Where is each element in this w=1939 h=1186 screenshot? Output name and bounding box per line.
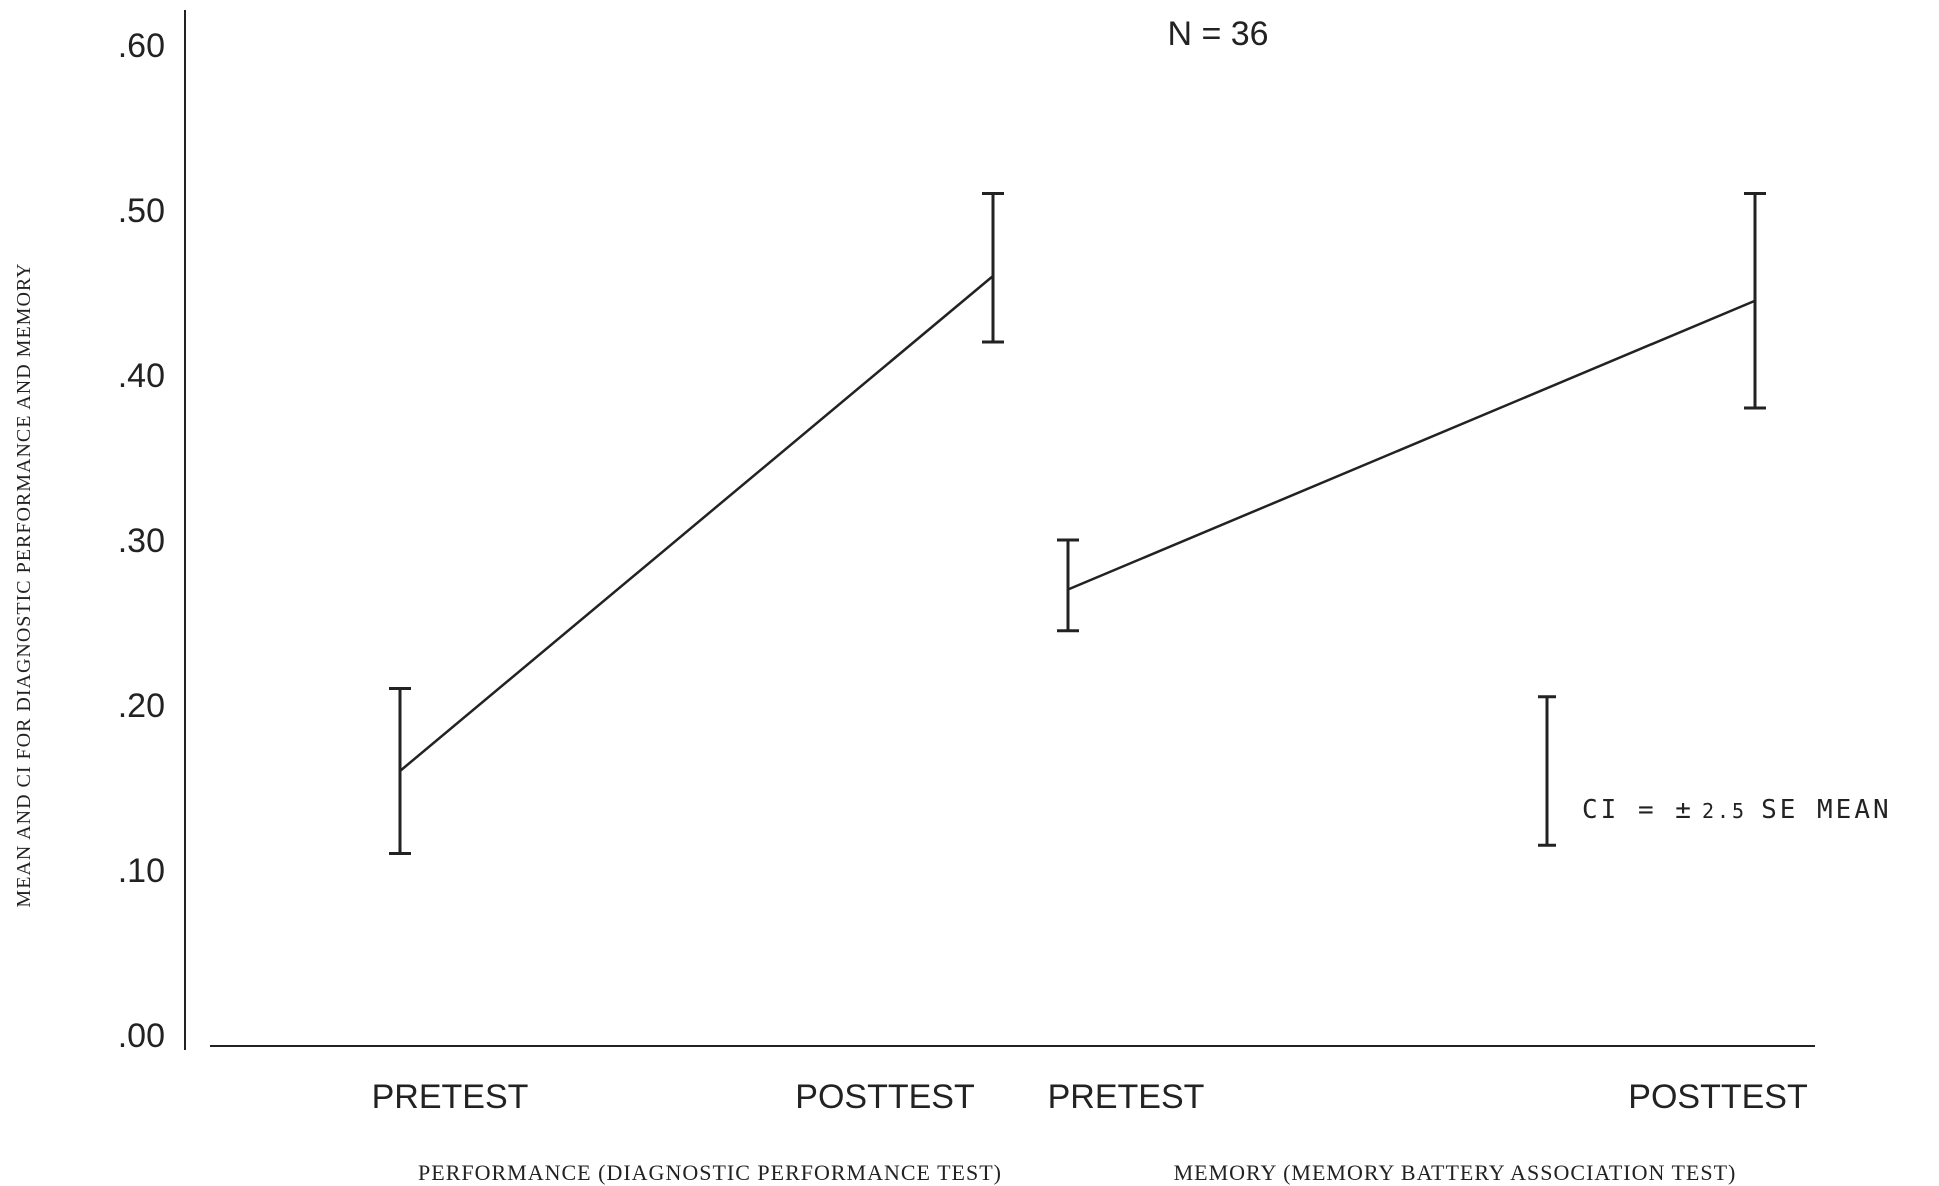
axes xyxy=(184,10,1815,1050)
x-tick-label: PRETEST xyxy=(1048,1078,1205,1116)
legend-plus-minus: ± xyxy=(1675,795,1694,825)
y-axis-label: MEAN AND CI FOR DIAGNOSTIC PERFORMANCE A… xyxy=(13,262,35,907)
legend-value: 2.5 xyxy=(1702,799,1747,823)
y-tick-labels: .00 .10 .20 .30 .40 .50 .60 xyxy=(118,27,165,1055)
series-line xyxy=(399,275,994,772)
y-tick-label: .10 xyxy=(118,852,165,890)
group-label: MEMORY (MEMORY BATTERY ASSOCIATION TEST) xyxy=(1174,1160,1737,1185)
error-bar xyxy=(1744,192,1766,410)
group-label: PERFORMANCE (DIAGNOSTIC PERFORMANCE TEST… xyxy=(418,1160,1002,1185)
series-layer xyxy=(389,192,1766,855)
error-bar xyxy=(1057,538,1079,633)
error-bar xyxy=(389,687,411,855)
error-bar xyxy=(982,192,1004,344)
series-2 xyxy=(1057,192,1766,633)
y-tick-label: .00 xyxy=(118,1017,165,1055)
y-tick-label: .60 xyxy=(118,27,165,65)
ci-legend: CI = ±2.5 SE MEAN xyxy=(1538,695,1892,847)
x-tick-label: PRETEST xyxy=(372,1078,529,1116)
legend-prefix: CI = xyxy=(1582,795,1675,825)
x-tick-label: POSTTEST xyxy=(795,1078,974,1116)
series-1 xyxy=(389,192,1004,855)
y-tick-label: .20 xyxy=(118,687,165,725)
legend-label: CI = ±2.5 SE MEAN xyxy=(1582,795,1892,825)
x-tick-label: POSTTEST xyxy=(1628,1078,1807,1116)
legend-suffix: SE MEAN xyxy=(1761,795,1892,825)
y-tick-label: .30 xyxy=(118,522,165,560)
y-tick-label: .40 xyxy=(118,357,165,395)
group-labels: PERFORMANCE (DIAGNOSTIC PERFORMANCE TEST… xyxy=(418,1160,1737,1185)
sample-size-annotation: N = 36 xyxy=(1167,15,1268,53)
x-tick-labels: PRETEST POSTTEST PRETEST POSTTEST xyxy=(372,1078,1808,1116)
series-line xyxy=(1067,299,1756,591)
y-tick-label: .50 xyxy=(118,192,165,230)
